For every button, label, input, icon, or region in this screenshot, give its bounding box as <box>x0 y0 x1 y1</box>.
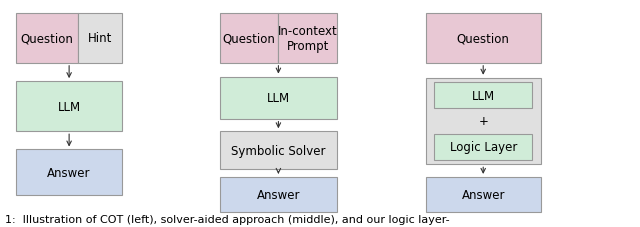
Text: Question: Question <box>223 32 275 45</box>
Text: Answer: Answer <box>257 188 300 201</box>
FancyBboxPatch shape <box>434 83 532 109</box>
FancyBboxPatch shape <box>16 150 122 195</box>
Text: Hint: Hint <box>88 32 112 45</box>
Text: +: + <box>478 114 488 127</box>
FancyBboxPatch shape <box>426 14 541 64</box>
Text: LLM: LLM <box>472 89 495 102</box>
Text: Answer: Answer <box>47 166 91 179</box>
Text: In-context
Prompt: In-context Prompt <box>278 25 338 52</box>
Text: Logic Layer: Logic Layer <box>449 141 517 153</box>
Text: LLM: LLM <box>267 92 290 105</box>
Text: Symbolic Solver: Symbolic Solver <box>231 144 326 157</box>
FancyBboxPatch shape <box>426 177 541 212</box>
Text: LLM: LLM <box>58 100 81 113</box>
FancyBboxPatch shape <box>220 177 337 212</box>
FancyBboxPatch shape <box>278 14 337 64</box>
FancyBboxPatch shape <box>77 14 122 64</box>
Text: Question: Question <box>457 32 509 45</box>
FancyBboxPatch shape <box>434 134 532 160</box>
FancyBboxPatch shape <box>220 14 278 64</box>
Text: Answer: Answer <box>461 188 505 201</box>
Text: 1:  Illustration of COT (left), solver-aided approach (middle), and our logic la: 1: Illustration of COT (left), solver-ai… <box>5 215 450 227</box>
FancyBboxPatch shape <box>16 14 77 64</box>
Text: Question: Question <box>20 32 73 45</box>
FancyBboxPatch shape <box>220 132 337 169</box>
FancyBboxPatch shape <box>426 78 541 165</box>
FancyBboxPatch shape <box>16 82 122 132</box>
FancyBboxPatch shape <box>220 77 337 119</box>
